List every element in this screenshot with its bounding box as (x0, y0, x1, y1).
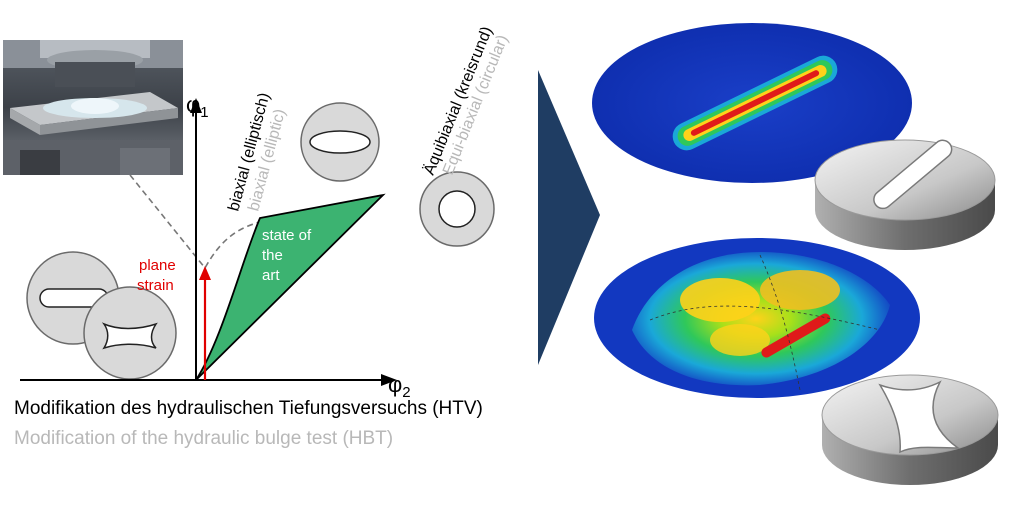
forming-limit-curve (129, 174, 384, 270)
fe-simulation-waisted (594, 238, 920, 398)
plane-strain-label: plane strain (137, 257, 180, 294)
axes (20, 98, 397, 386)
x-axis-label: φ2 (388, 372, 411, 401)
fe-simulation-slot (592, 23, 912, 183)
transition-arrow (538, 70, 600, 365)
caption-english: Modification of the hydraulic bulge test… (14, 428, 394, 449)
specimen-plane-strain-waisted (83, 286, 177, 380)
specimen-disc-waisted (821, 374, 999, 485)
state-of-the-art-label: state of the art (262, 227, 315, 284)
y-axis-label: φ1 (186, 92, 209, 121)
specimen-disc-slot (814, 139, 996, 250)
specimen-equibiaxial-circular (419, 171, 495, 247)
caption-german: Modifikation des hydraulischen Tiefungsv… (14, 398, 483, 419)
specimen-biaxial-elliptic (300, 102, 380, 182)
state-of-the-art-region (195, 193, 386, 381)
plane-strain-arrow (199, 266, 211, 380)
test-rig-photo (3, 40, 183, 175)
